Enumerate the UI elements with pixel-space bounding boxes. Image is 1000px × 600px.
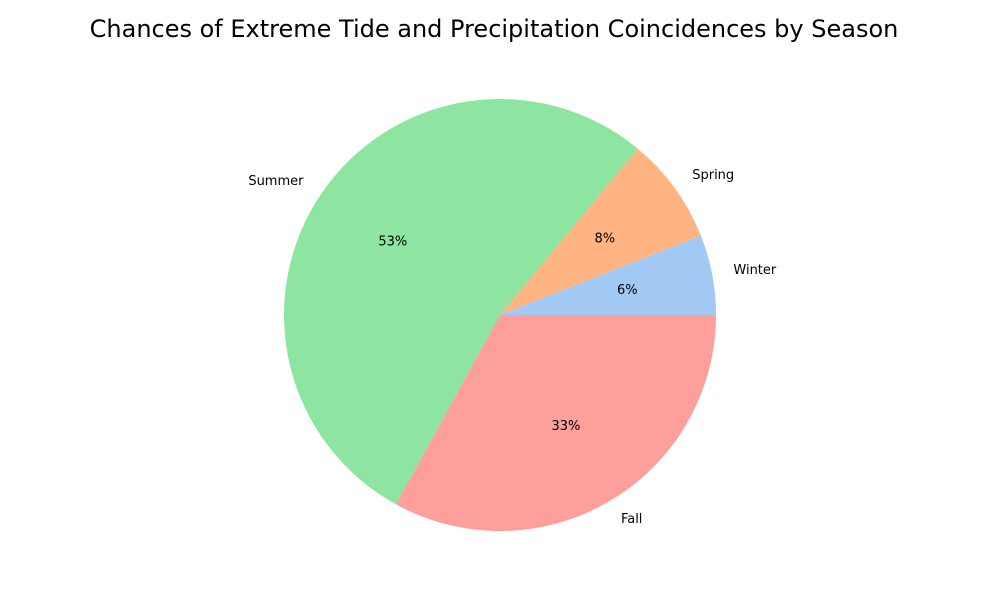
slice-label-winter: Winter xyxy=(733,263,777,278)
pie-slice-fall xyxy=(395,315,716,531)
slice-label-summer: Summer xyxy=(248,174,304,189)
slice-label-fall: Fall xyxy=(621,512,642,527)
pie-slices xyxy=(284,99,716,531)
slice-value-summer: 53% xyxy=(378,235,407,250)
slice-value-fall: 33% xyxy=(552,419,581,434)
pie-slice-winter xyxy=(500,235,716,315)
slice-label-spring: Spring xyxy=(692,168,734,183)
slice-value-spring: 8% xyxy=(595,231,616,246)
pie-slice-summer xyxy=(284,99,638,505)
pie-slice-spring xyxy=(500,148,701,315)
pie-labels: Winter 6% Spring 8% Summer 53% Fall 33% xyxy=(248,168,777,527)
chart-title: Chances of Extreme Tide and Precipitatio… xyxy=(90,15,899,43)
slice-value-winter: 6% xyxy=(617,283,638,298)
